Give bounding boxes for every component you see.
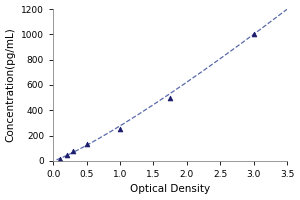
Y-axis label: Concentration(pg/mL): Concentration(pg/mL): [6, 28, 16, 142]
X-axis label: Optical Density: Optical Density: [130, 184, 210, 194]
